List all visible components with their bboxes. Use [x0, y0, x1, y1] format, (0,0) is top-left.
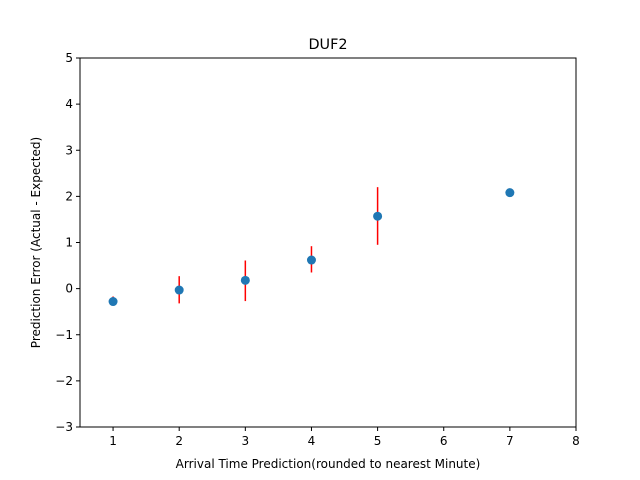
- y-tick-label: 3: [65, 143, 73, 157]
- chart-title: DUF2: [308, 37, 347, 53]
- plot-frame: [79, 57, 577, 428]
- x-axis: 1 2 3 4 5 6 7 8: [109, 427, 580, 448]
- y-tick-label: 4: [65, 97, 73, 111]
- x-tick-label: 3: [242, 434, 250, 448]
- y-axis-label: Prediction Error (Actual - Expected): [29, 137, 43, 348]
- y-tick-label: −2: [55, 374, 73, 388]
- x-tick-label: 6: [440, 434, 448, 448]
- y-tick-label: 2: [65, 189, 73, 203]
- y-tick-label: 0: [65, 282, 73, 296]
- x-tick-label: 4: [308, 434, 316, 448]
- data-point: [373, 211, 383, 221]
- y-tick-label: 5: [65, 51, 73, 65]
- x-tick-label: 5: [374, 434, 382, 448]
- data-point: [240, 275, 250, 285]
- y-tick-label: −3: [55, 420, 73, 434]
- data-point: [505, 188, 515, 198]
- y-tick-label: 1: [65, 236, 73, 250]
- x-axis-label: Arrival Time Prediction(rounded to neare…: [176, 457, 481, 471]
- x-tick-label: 7: [506, 434, 514, 448]
- data-point: [174, 285, 184, 295]
- y-axis: −3 −2 −1 0 1 2 3 4 5: [55, 51, 80, 434]
- point-layer: [108, 188, 515, 307]
- errorbar-layer: [112, 187, 379, 306]
- y-tick-label: −1: [55, 328, 73, 342]
- x-tick-label: 2: [175, 434, 183, 448]
- x-tick-label: 8: [572, 434, 580, 448]
- x-tick-label: 1: [109, 434, 117, 448]
- data-point: [108, 297, 118, 307]
- data-point: [306, 255, 316, 265]
